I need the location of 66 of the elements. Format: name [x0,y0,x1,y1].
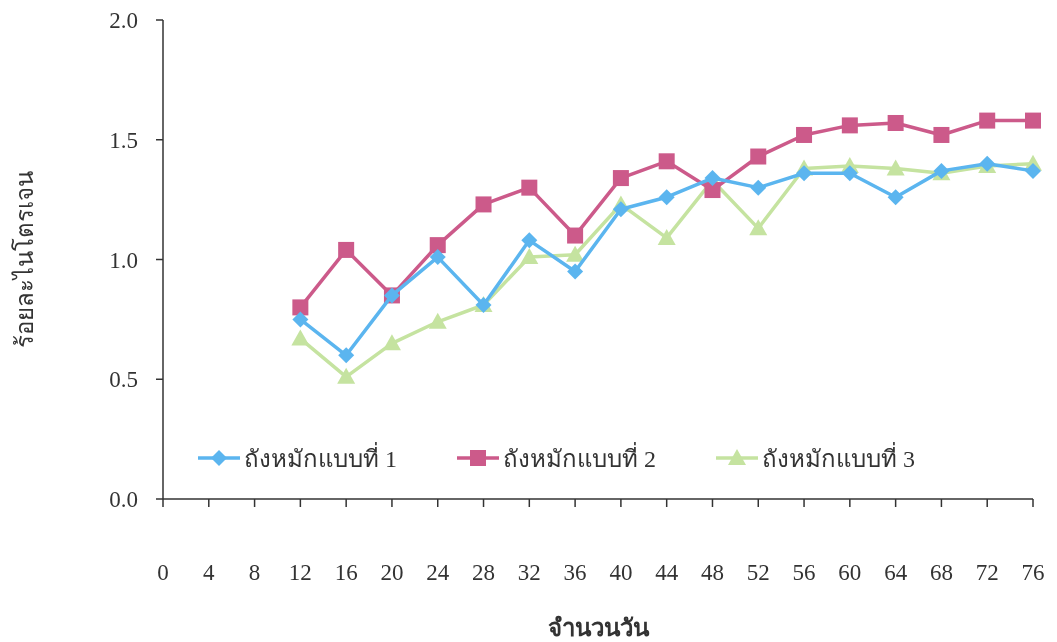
point [291,329,310,346]
point [521,232,538,249]
point [338,347,355,364]
legend-label: ถังหมักแบบที่ 2 [503,442,656,472]
point [887,189,904,206]
x-tick-label: 28 [472,560,496,585]
x-tick-label: 48 [700,560,724,585]
x-tick-label: 32 [517,560,541,585]
point [429,249,446,266]
x-tick-label: 4 [203,560,216,585]
point [521,179,538,196]
point [337,367,356,384]
point [1025,112,1041,129]
x-tick-label: 20 [380,560,404,585]
point [658,153,675,170]
point [567,227,584,244]
point [750,179,767,196]
y-tick-label: 2.0 [109,8,138,33]
point [429,237,446,254]
point [841,165,858,182]
point [933,126,950,143]
x-tick-label: 36 [563,560,587,585]
point [749,219,768,236]
point [657,228,676,245]
y-tick-label: 0.5 [109,367,138,393]
point [567,263,584,280]
legend-label: ถังหมักแบบที่ 1 [244,442,397,472]
x-tick-label: 8 [248,560,261,585]
y-tick-label: 1.0 [109,247,138,273]
x-tick-label: 52 [746,560,770,585]
point [841,117,858,134]
x-tick-label: 40 [609,560,633,585]
x-tick-label: 12 [288,560,312,585]
point [750,148,767,165]
x-tick-label: 76 [1021,560,1045,585]
point [979,112,996,129]
x-tick-label: 72 [975,560,999,585]
point [428,312,447,329]
point [887,114,904,131]
y-tick-label: 0.0 [109,487,138,512]
legend-label: ถังหมักแบบที่ 3 [762,442,915,472]
point [704,182,721,199]
x-axis-title: จำนวนวัน [547,615,650,641]
point [292,299,309,316]
point [612,201,629,218]
point [658,189,675,206]
x-tick-label: 68 [929,560,953,585]
point [886,159,905,176]
x-tick-label: 24 [426,560,450,585]
point [1025,162,1041,179]
point [566,245,585,262]
point [520,248,539,265]
x-tick-label: 60 [838,560,862,585]
point [796,126,813,143]
y-tick-label: 1.5 [109,127,138,153]
point [612,170,629,187]
x-tick-label: 44 [655,560,679,585]
x-tick-label: 56 [792,560,816,585]
x-tick-label: 0 [157,560,169,585]
point [338,241,355,258]
x-tick-label: 64 [884,560,908,585]
point [292,311,309,328]
point [796,165,813,182]
x-tick-label: 16 [334,560,358,585]
point [475,196,492,213]
y-axis-title: ร้อยละไนโตรเจน [11,171,38,348]
